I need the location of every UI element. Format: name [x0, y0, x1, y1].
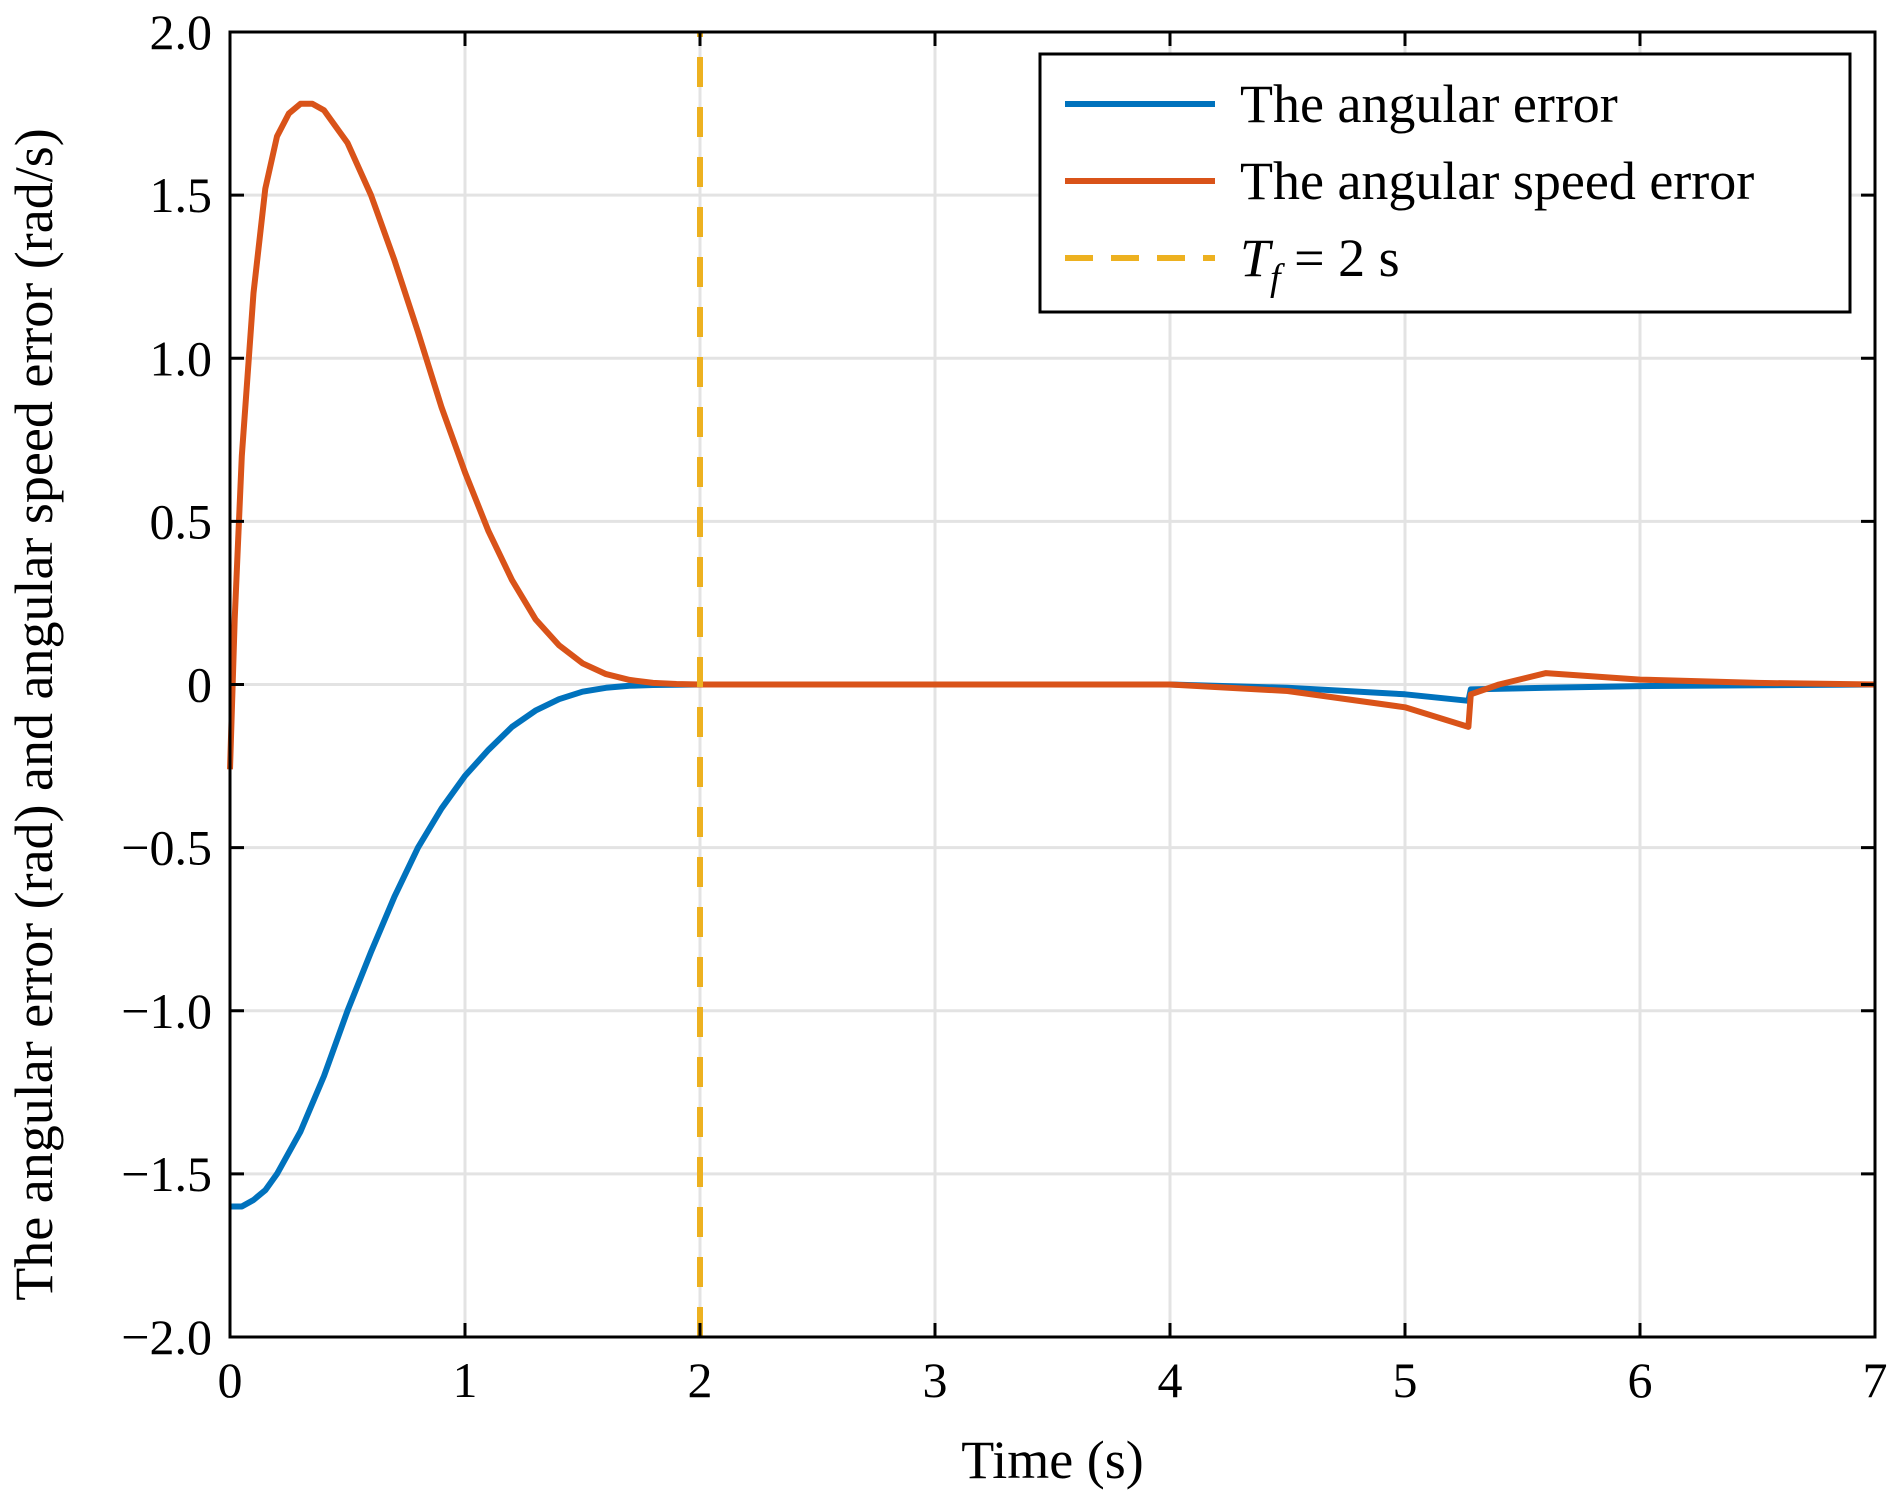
x-tick-label: 5	[1393, 1352, 1418, 1408]
x-tick-label: 3	[923, 1352, 948, 1408]
x-tick-label: 7	[1863, 1352, 1888, 1408]
y-tick-label: 1.5	[150, 167, 213, 223]
angular-error-line	[230, 681, 1876, 1210]
x-tick-label: 0	[218, 1352, 243, 1408]
y-tick-label: 0.5	[150, 493, 213, 549]
y-tick-label: −0.5	[121, 820, 212, 876]
x-tick-label: 1	[453, 1352, 478, 1408]
legend-label-tf: Tf = 2 s	[1240, 228, 1400, 299]
legend-label-rest: = 2 s	[1281, 228, 1400, 288]
ticks	[228, 30, 1877, 1339]
angular-speed-error-line	[227, 100, 1876, 770]
y-axis-label: The angular error (rad) and angular spee…	[4, 128, 64, 1300]
y-tick-label: −1.0	[121, 983, 212, 1039]
x-axis-label: Time (s)	[961, 1430, 1144, 1490]
y-tick-label: 1.0	[150, 330, 213, 386]
legend-label-t: T	[1240, 228, 1274, 288]
legend: The angular error The angular speed error…	[1038, 52, 1852, 314]
x-tick-label: 6	[1628, 1352, 1653, 1408]
x-tick-label: 2	[688, 1352, 713, 1408]
legend-label: The angular speed error	[1240, 151, 1754, 211]
y-tick-label: −1.5	[121, 1146, 212, 1202]
tick-labels: 0 1 2 3 4 5 6 7 −2.0 −1.5 −1.0 −0.5 0 0.5 1.0 1.5 2.0	[121, 4, 1887, 1408]
y-tick-label: 2.0	[150, 4, 213, 60]
series-layer	[227, 32, 1876, 1337]
y-tick-label: 0	[187, 657, 212, 713]
x-tick-label: 4	[1158, 1352, 1183, 1408]
legend-label: The angular error	[1240, 74, 1618, 134]
y-tick-label: −2.0	[121, 1309, 212, 1365]
